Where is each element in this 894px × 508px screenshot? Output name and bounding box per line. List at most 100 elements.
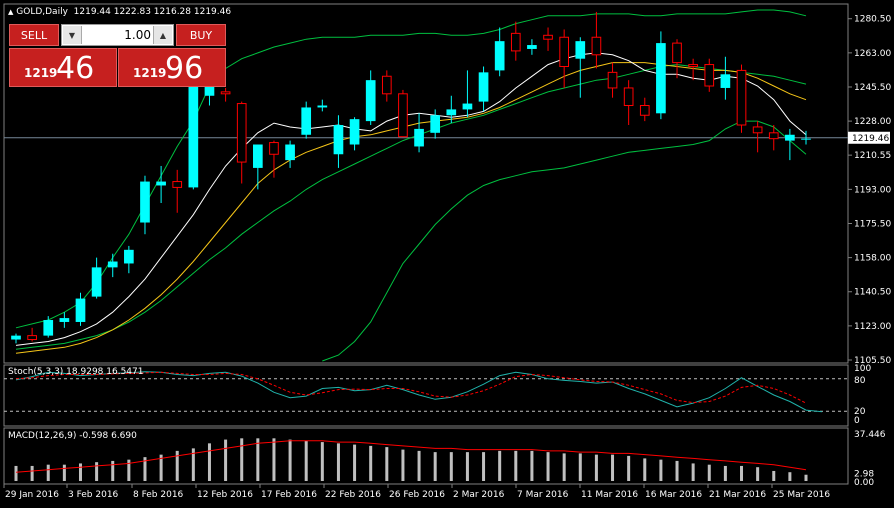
macd-histogram-bar bbox=[14, 465, 18, 481]
macd-histogram-bar bbox=[127, 459, 131, 481]
candle-body bbox=[543, 34, 553, 40]
sell-button[interactable]: SELL bbox=[9, 24, 59, 46]
bollinger-middle-line bbox=[15, 64, 807, 350]
candle-body bbox=[575, 41, 586, 59]
price-tick-label: 1123.00 bbox=[854, 322, 891, 332]
price-tick-label: 1228.00 bbox=[854, 117, 891, 127]
time-tick-label: 12 Feb 2016 bbox=[197, 490, 253, 500]
chart-title: ▲ GOLD,Daily 1219.44 1222.83 1216.28 121… bbox=[8, 7, 231, 17]
candle-body bbox=[414, 128, 424, 147]
lot-size-input[interactable]: ▼ 1.00 ▲ bbox=[61, 24, 174, 46]
macd-histogram-bar bbox=[95, 462, 99, 481]
price-tick-label: 1105.50 bbox=[854, 356, 891, 366]
candle-body bbox=[462, 103, 473, 110]
time-tick-label: 22 Feb 2016 bbox=[325, 490, 381, 500]
macd-histogram-bar bbox=[740, 465, 744, 481]
sell-price-button[interactable]: 1219 46 bbox=[9, 48, 117, 87]
macd-histogram-bar bbox=[336, 443, 340, 481]
candle-body bbox=[704, 64, 715, 87]
candle-body bbox=[398, 93, 408, 138]
macd-histogram-bar bbox=[756, 467, 760, 481]
ohlc-label: 1219.44 1222.83 1216.28 1219.46 bbox=[73, 7, 232, 17]
macd-histogram-bar bbox=[788, 472, 792, 481]
price-tick-label: 1193.00 bbox=[854, 185, 891, 195]
macd-level-label: 37.446 bbox=[854, 430, 886, 440]
macd-histogram-bar bbox=[530, 450, 534, 481]
candle-body bbox=[801, 138, 811, 140]
macd-histogram-bar bbox=[562, 453, 566, 481]
macd-histogram-bar bbox=[723, 465, 727, 481]
candle-body bbox=[333, 125, 344, 155]
candle-body bbox=[559, 36, 570, 68]
macd-histogram-bar bbox=[578, 453, 582, 481]
time-tick-label: 7 Mar 2016 bbox=[517, 490, 569, 500]
time-tick-label: 17 Feb 2016 bbox=[261, 490, 317, 500]
macd-histogram-bar bbox=[143, 457, 147, 481]
macd-histogram-bar bbox=[433, 452, 437, 481]
buy-price-prefix: 1219 bbox=[133, 66, 167, 80]
macd-histogram-bar bbox=[175, 450, 179, 481]
stoch-level-label: 80 bbox=[854, 376, 866, 386]
buy-price-button[interactable]: 1219 96 bbox=[118, 48, 226, 87]
macd-histogram-bar bbox=[207, 443, 211, 481]
macd-histogram-bar bbox=[62, 464, 66, 481]
candle-body bbox=[591, 36, 602, 56]
macd-histogram-bar bbox=[659, 459, 663, 481]
macd-histogram-bar bbox=[643, 458, 647, 481]
candle-body bbox=[720, 74, 731, 88]
macd-histogram-bar bbox=[159, 454, 163, 481]
candle-body bbox=[446, 109, 457, 116]
candle-body bbox=[188, 78, 199, 188]
macd-histogram-bar bbox=[514, 450, 518, 481]
time-tick-label: 29 Jan 2016 bbox=[5, 490, 59, 500]
macd-histogram-bar bbox=[30, 465, 34, 481]
macd-histogram-bar bbox=[353, 444, 357, 481]
macd-title: MACD(12,26,9) -0.598 6.690 bbox=[8, 431, 137, 441]
macd-histogram-bar bbox=[401, 449, 405, 481]
candle-body bbox=[285, 144, 295, 161]
candle-body bbox=[156, 181, 166, 186]
macd-histogram-bar bbox=[449, 452, 453, 481]
lot-value[interactable]: 1.00 bbox=[124, 28, 151, 42]
bollinger-lower-line bbox=[322, 120, 807, 362]
candle-body bbox=[672, 42, 682, 64]
candle-body bbox=[381, 75, 392, 95]
price-tick-label: 1210.55 bbox=[854, 151, 891, 161]
candle-body bbox=[236, 103, 247, 163]
candle-body bbox=[752, 126, 763, 134]
time-tick-label: 16 Mar 2016 bbox=[645, 490, 702, 500]
price-tick-label: 1140.50 bbox=[854, 288, 891, 298]
candle-body bbox=[607, 71, 618, 89]
candle-body bbox=[527, 45, 537, 49]
triangle-down-icon[interactable]: ▼ bbox=[63, 26, 82, 44]
macd-histogram-bar bbox=[546, 452, 550, 481]
macd-histogram-bar bbox=[707, 464, 711, 481]
candle-body bbox=[785, 134, 795, 141]
time-tick-label: 2 Mar 2016 bbox=[453, 490, 505, 500]
macd-histogram-bar bbox=[675, 460, 679, 481]
macd-histogram-bar bbox=[240, 438, 244, 481]
candle-body bbox=[317, 105, 328, 108]
macd-histogram-bar bbox=[417, 450, 421, 481]
time-tick-label: 25 Mar 2016 bbox=[773, 490, 830, 500]
macd-signal-line bbox=[15, 440, 807, 473]
macd-panel-frame bbox=[3, 427, 849, 485]
price-tick-label: 1245.50 bbox=[854, 83, 891, 93]
buy-button[interactable]: BUY bbox=[176, 24, 226, 46]
time-tick-label: 11 Mar 2016 bbox=[581, 490, 638, 500]
candle-body bbox=[301, 107, 312, 135]
candle-body bbox=[27, 335, 37, 341]
candle-body bbox=[768, 132, 779, 140]
price-tick-label: 1280.50 bbox=[854, 15, 891, 25]
macd-histogram-bar bbox=[304, 440, 308, 481]
symbol-label: GOLD,Daily bbox=[16, 7, 68, 17]
time-tick-label: 21 Mar 2016 bbox=[709, 490, 766, 500]
candle-body bbox=[124, 249, 134, 264]
one-click-trading-panel: SELL ▼ 1.00 ▲ BUY 1219 46 1219 96 bbox=[9, 24, 226, 87]
candle-body bbox=[430, 115, 441, 133]
stoch-level-label: 0 bbox=[854, 416, 860, 426]
triangle-up-icon[interactable]: ▲ bbox=[153, 26, 172, 44]
moving-average-slow-line bbox=[15, 62, 807, 354]
macd-histogram-bar bbox=[465, 452, 469, 481]
